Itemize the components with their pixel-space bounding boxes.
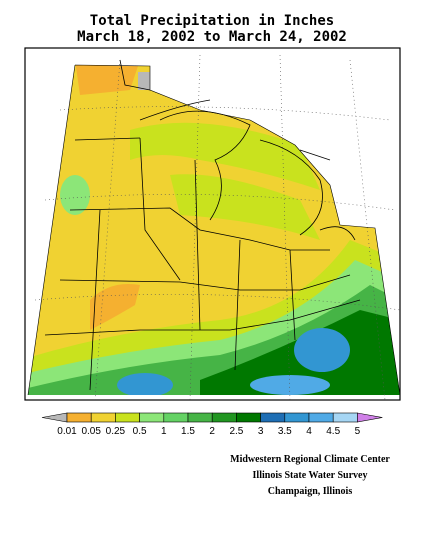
precip-field (28, 65, 400, 395)
title-line-1: Total Precipitation in Inches (90, 13, 334, 29)
legend-label: 2.5 (229, 426, 243, 437)
legend-label: 2 (209, 426, 215, 437)
legend-label: 3.5 (278, 426, 292, 437)
legend-swatch (66, 412, 92, 423)
legend-swatch (211, 412, 237, 423)
legend-swatch (284, 412, 310, 423)
legend-label: 1 (161, 426, 167, 437)
legend-swatch (139, 412, 165, 423)
legend-high-arrow (357, 412, 383, 423)
legend-swatch (260, 412, 286, 423)
legend-swatch (115, 412, 140, 423)
credit-line: Illinois State Water Survey (253, 470, 368, 481)
title-line-2: March 18, 2002 to March 24, 2002 (77, 29, 347, 45)
legend-label: 1.5 (181, 426, 195, 437)
legend-swatch (90, 412, 116, 423)
legend-label: 0.25 (106, 426, 126, 437)
legend-swatch (163, 412, 189, 423)
legend-swatch (187, 412, 213, 423)
color-legend: 0.01 0.05 0.25 0.5 1 1.5 2 2.5 3 3.5 4 4.5 5 (41, 412, 383, 437)
legend-swatch (236, 412, 261, 423)
graticule (34, 54, 401, 401)
legend-label: 3 (258, 426, 264, 437)
legend-label: 5 (355, 426, 361, 437)
legend-swatch (308, 412, 334, 423)
credit-line: Champaign, Illinois (268, 486, 353, 497)
legend-label: 0.5 (133, 426, 147, 437)
credit-line: Midwestern Regional Climate Center (230, 454, 390, 465)
legend-label: 4 (306, 426, 312, 437)
legend-swatch (332, 412, 358, 423)
legend-label: 0.05 (81, 426, 101, 437)
map-edge (27, 64, 401, 396)
legend-label: 4.5 (326, 426, 340, 437)
legend-label: 0.01 (57, 426, 77, 437)
state-borders (44, 59, 361, 391)
legend-low-arrow (41, 412, 68, 423)
